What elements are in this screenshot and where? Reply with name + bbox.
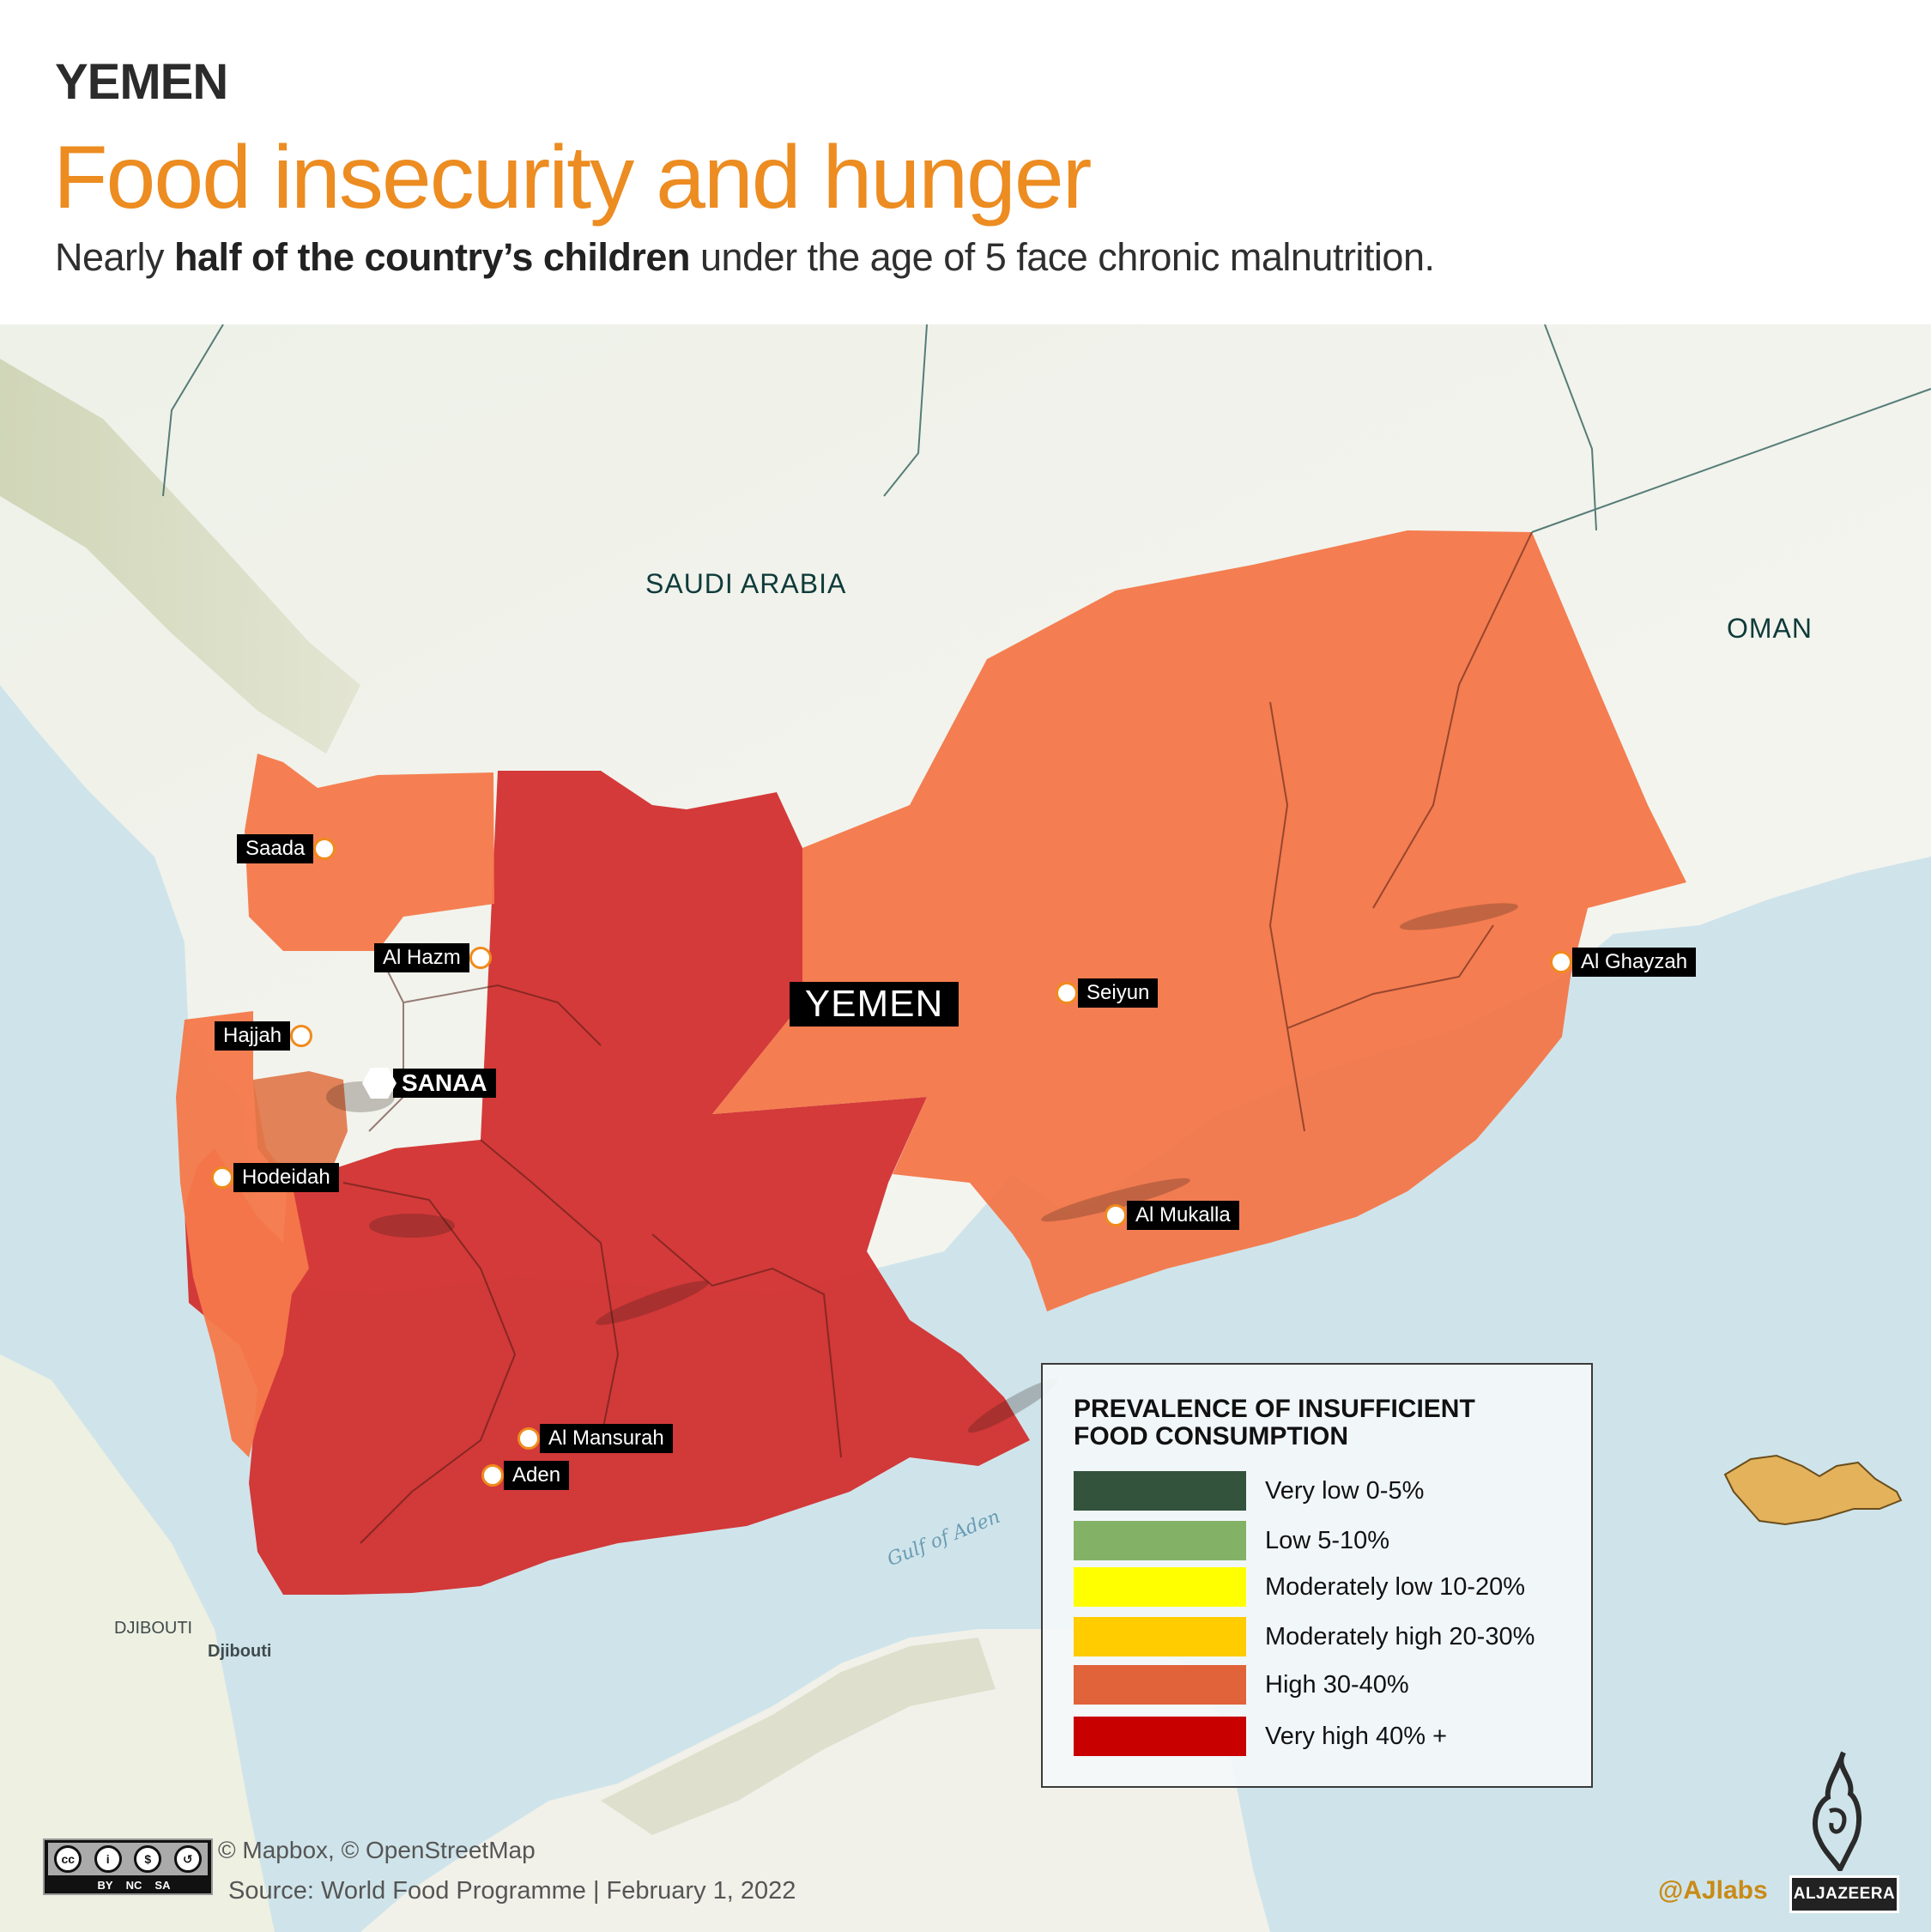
legend-label: Moderately high 20-30% <box>1265 1622 1535 1650</box>
cc-label-by: BY <box>97 1879 113 1892</box>
map-attribution[interactable]: © Mapbox, © OpenStreetMap <box>218 1837 536 1863</box>
city-label: Al Mansurah <box>540 1424 673 1453</box>
legend-title: PREVALENCE OF INSUFFICIENT FOOD CONSUMPT… <box>1074 1395 1475 1451</box>
region-high-east <box>712 530 1686 1311</box>
legend-swatch <box>1074 1521 1246 1560</box>
city-label: Al Mukalla <box>1127 1201 1239 1230</box>
city-al-mansurah[interactable]: Al Mansurah <box>518 1424 673 1453</box>
legend-label: High 30-40% <box>1265 1670 1409 1699</box>
city-al-hazm[interactable]: Al Hazm <box>374 943 492 972</box>
aljazeera-calligraphy-logo-icon <box>1813 1751 1862 1871</box>
page-title: Food insecurity and hunger <box>53 128 1092 227</box>
subtitle-pre: Nearly <box>55 235 175 279</box>
city-marker-icon <box>518 1427 540 1450</box>
city-aden[interactable]: Aden <box>481 1461 570 1490</box>
source-line: Source: World Food Programme | February … <box>228 1877 796 1905</box>
subtitle-post: under the age of 5 face chronic malnutri… <box>689 235 1435 279</box>
legend-label: Very low 0-5% <box>1265 1476 1425 1505</box>
ajlabs-handle[interactable]: @AJlabs <box>1658 1876 1768 1905</box>
country-borders <box>162 324 1931 533</box>
cc-label-sa: SA <box>154 1879 171 1892</box>
city-marker-icon <box>313 838 336 860</box>
label-oman: OMAN <box>1727 613 1813 644</box>
city-marker-icon <box>211 1166 233 1189</box>
map: SAUDI ARABIA OMAN DJIBOUTI Djibouti Gulf… <box>0 324 1931 1932</box>
legend-item-low: Low 5-10% <box>1074 1521 1389 1560</box>
city-label: Saada <box>237 834 314 863</box>
legend-swatch <box>1074 1665 1246 1705</box>
city-marker-icon <box>1105 1204 1127 1226</box>
city-al-mukalla[interactable]: Al Mukalla <box>1105 1201 1239 1230</box>
city-marker-icon <box>1550 951 1572 973</box>
city-marker-icon <box>481 1464 504 1487</box>
region-high-saada <box>245 754 494 951</box>
city-label: Hodeidah <box>233 1163 339 1192</box>
yemen-country-label: YEMEN <box>790 982 959 1027</box>
somalia-coast-mtn <box>601 1638 996 1835</box>
city-label: Al Hazm <box>374 943 469 972</box>
legend-swatch <box>1074 1471 1246 1511</box>
legend-swatch <box>1074 1717 1246 1756</box>
nc-icon: $ <box>134 1845 162 1873</box>
city-label: Hajjah <box>215 1021 291 1051</box>
legend-item-high: High 30-40% <box>1074 1665 1409 1705</box>
cc-icons: cc i $ ↺ <box>48 1843 208 1875</box>
city-hodeidah[interactable]: Hodeidah <box>211 1163 339 1192</box>
city-al-ghayzah[interactable]: Al Ghayzah <box>1550 948 1697 977</box>
legend-item-moderately-high: Moderately high 20-30% <box>1074 1617 1535 1656</box>
legend-swatch <box>1074 1567 1246 1607</box>
legend-item-very-high: Very high 40% + <box>1074 1717 1447 1756</box>
legend-label: Moderately low 10-20% <box>1265 1572 1526 1601</box>
city-marker-icon <box>469 947 492 969</box>
region-high-mahwit <box>253 1071 348 1191</box>
cc-label-nc: NC <box>125 1879 142 1892</box>
label-djibouti-country: DJIBOUTI <box>114 1619 193 1638</box>
capital-sanaa[interactable]: SANAA <box>362 1068 496 1099</box>
region-very-high-west <box>185 771 1030 1595</box>
asir-mountains <box>0 359 360 754</box>
hexagon-marker-icon <box>362 1068 396 1099</box>
cc-labels: BY NC SA <box>45 1879 211 1892</box>
cc-icon: cc <box>54 1845 82 1873</box>
district-boundaries <box>342 531 1533 1544</box>
region-high-hodeidah <box>176 1011 309 1457</box>
label-djibouti-city: Djibouti <box>208 1642 272 1661</box>
subtitle: Nearly half of the country’s children un… <box>55 235 1435 280</box>
legend-item-moderately-low: Moderately low 10-20% <box>1074 1567 1525 1607</box>
city-marker-icon <box>290 1025 313 1047</box>
aljazeera-brand[interactable]: ALJAZEERA <box>1789 1875 1899 1913</box>
sa-icon: ↺ <box>173 1845 202 1873</box>
kicker: YEMEN <box>55 54 228 110</box>
capital-label: SANAA <box>393 1069 496 1098</box>
city-label: Seiyun <box>1078 978 1159 1008</box>
map-canvas <box>0 324 1931 1932</box>
legend-label: Very high 40% + <box>1265 1722 1448 1750</box>
africa-land <box>0 1354 275 1932</box>
city-label: Al Ghayzah <box>1572 948 1697 977</box>
legend-label: Low 5-10% <box>1265 1526 1390 1554</box>
city-seiyun[interactable]: Seiyun <box>1056 978 1159 1008</box>
header: YEMEN Food insecurity and hunger Nearly … <box>0 0 1931 324</box>
city-marker-icon <box>1056 982 1078 1004</box>
city-hajjah[interactable]: Hajjah <box>215 1021 313 1051</box>
subtitle-bold: half of the country’s children <box>174 235 690 279</box>
legend-item-very-low: Very low 0-5% <box>1074 1471 1424 1511</box>
city-saada[interactable]: Saada <box>237 834 336 863</box>
creative-commons-badge[interactable]: cc i $ ↺ BY NC SA <box>43 1838 213 1895</box>
legend-swatch <box>1074 1617 1246 1656</box>
legend: PREVALENCE OF INSUFFICIENT FOOD CONSUMPT… <box>1041 1363 1593 1788</box>
by-icon: i <box>94 1845 122 1873</box>
label-saudi-arabia: SAUDI ARABIA <box>645 568 847 599</box>
terrain-shading <box>326 903 1518 1433</box>
city-label: Aden <box>504 1461 570 1490</box>
socotra-island <box>1723 1454 1903 1526</box>
